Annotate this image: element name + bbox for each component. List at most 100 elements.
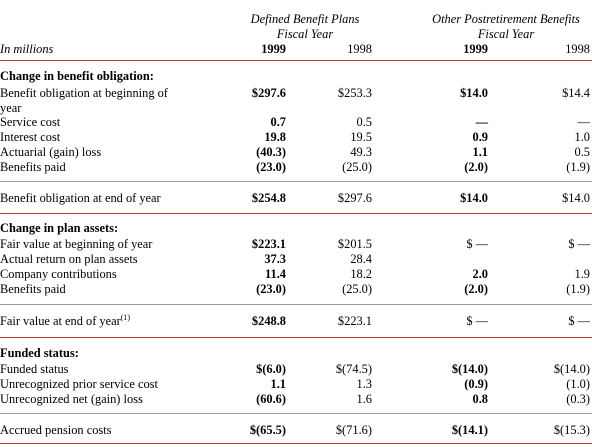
row-label: Actuarial (gain) loss <box>0 145 102 159</box>
cell-db-1998: (25.0) <box>342 282 372 296</box>
cell-opb-1999: 0.8 <box>472 392 489 406</box>
table-row-bo-end: Benefit obligation at end of year $254.8… <box>0 191 592 206</box>
cell-opb-1998: (1.0) <box>566 377 590 391</box>
cell-opb-1999: (0.9) <box>464 377 488 391</box>
cell-db-1999: $297.6 <box>251 86 286 100</box>
group-header-defined-benefit: Defined Benefit Plans <box>250 12 360 26</box>
cell-opb-1998: $(14.0) <box>553 362 590 376</box>
cell-db-1998: 49.3 <box>350 145 372 159</box>
cell-db-1998: 1.6 <box>356 392 373 406</box>
cell-db-1998: (25.0) <box>342 160 372 174</box>
cell-opb-1999: $(14.0) <box>451 362 488 376</box>
cell-db-1999: (40.3) <box>256 145 286 159</box>
cell-opb-1998: $(15.3) <box>553 423 590 437</box>
subtotal-rule <box>0 304 592 305</box>
cell-opb-1999: $ — <box>466 314 488 328</box>
cell-db-1998: $(71.6) <box>335 423 372 437</box>
row-label: Fair value at beginning of year <box>0 237 153 251</box>
cell-opb-1998: 1.9 <box>574 267 591 281</box>
table-row-contributions: Company contributions 11.4 18.2 2.0 1.9 <box>0 267 592 282</box>
table-row-benefits-paid-obligation: Benefits paid (23.0) (25.0) (2.0) (1.9) <box>0 160 592 175</box>
row-label: Company contributions <box>0 267 117 281</box>
cell-db-1999: 19.8 <box>264 130 286 144</box>
cell-db-1998: $(74.5) <box>335 362 372 376</box>
year-1999-col1: 1999 <box>261 42 286 56</box>
cell-db-1999: 1.1 <box>270 377 287 391</box>
table-row-prior-service: Unrecognized prior service cost 1.1 1.3 … <box>0 377 592 392</box>
section-title-funded: Funded status: <box>0 346 592 361</box>
cell-opb-1999: (2.0) <box>464 160 488 174</box>
cell-db-1999: $248.8 <box>251 314 286 328</box>
table-row-actuarial: Actuarial (gain) loss (40.3) 49.3 1.1 0.… <box>0 145 592 160</box>
cell-opb-1999: 0.9 <box>472 130 489 144</box>
row-label: Interest cost <box>0 130 61 144</box>
cell-db-1999: $223.1 <box>251 237 286 251</box>
cell-db-1998: 28.4 <box>350 252 372 266</box>
cell-opb-1999: 1.1 <box>472 145 489 159</box>
cell-opb-1998: $14.0 <box>562 191 590 205</box>
row-label: Benefit obligation at beginning of year <box>0 86 168 115</box>
table-row-funded: Funded status $(6.0) $(74.5) $(14.0) $(1… <box>0 362 592 377</box>
table-row-interest: Interest cost 19.8 19.5 0.9 1.0 <box>0 130 592 145</box>
cell-opb-1999: $14.0 <box>460 86 488 100</box>
section-rule <box>0 213 592 214</box>
cell-db-1998: 18.2 <box>350 267 372 281</box>
cell-db-1998: 19.5 <box>350 130 372 144</box>
cell-db-1998: 0.5 <box>356 115 373 129</box>
row-label: Actual return on plan assets <box>0 252 138 266</box>
cell-opb-1999: $ — <box>466 237 488 251</box>
table-row-accrued: Accrued pension costs $(65.5) $(71.6) $(… <box>0 423 592 438</box>
table-row-net-loss: Unrecognized net (gain) loss (60.6) 1.6 … <box>0 392 592 407</box>
cell-opb-1998: $14.4 <box>562 86 590 100</box>
cell-opb-1998: (1.9) <box>566 160 590 174</box>
table-row-fv-begin: Fair value at beginning of year $223.1 $… <box>0 237 592 252</box>
footnote-marker: (1) <box>120 313 131 322</box>
cell-opb-1999: 2.0 <box>472 267 489 281</box>
row-label: Benefits paid <box>0 160 66 174</box>
cell-db-1999: 11.4 <box>265 267 286 281</box>
cell-db-1999: (60.6) <box>256 392 286 406</box>
cell-db-1999: $(6.0) <box>256 362 286 376</box>
cell-db-1998: 1.3 <box>356 377 373 391</box>
cell-db-1999: 37.3 <box>264 252 286 266</box>
row-label: Fair value at end of year(1) <box>0 313 131 329</box>
year-1999-col3: 1999 <box>463 42 488 56</box>
row-label: Unrecognized prior service cost <box>0 377 158 391</box>
cell-db-1999: $254.8 <box>251 191 286 205</box>
cell-db-1999: 0.7 <box>270 115 287 129</box>
year-1998-col2: 1998 <box>347 42 372 56</box>
section-rule <box>0 337 592 338</box>
section-title-assets: Change in plan assets: <box>0 221 592 236</box>
table-row-return: Actual return on plan assets 37.3 28.4 <box>0 252 592 267</box>
cell-opb-1998: 0.5 <box>574 145 591 159</box>
cell-db-1998: $253.3 <box>337 86 372 100</box>
cell-opb-1998: (0.3) <box>566 392 590 406</box>
table-row-fv-end: Fair value at end of year(1) $248.8 $223… <box>0 314 592 329</box>
cell-opb-1998: — <box>577 115 590 129</box>
units-label: In millions <box>0 42 54 56</box>
cell-db-1999: $(65.5) <box>249 423 286 437</box>
cell-opb-1999: $14.0 <box>460 191 488 205</box>
section-title-obligation: Change in benefit obligation: <box>0 69 592 84</box>
table-row-benefits-paid-assets: Benefits paid (23.0) (25.0) (2.0) (1.9) <box>0 282 592 297</box>
header-rule <box>0 60 592 61</box>
row-label: Funded status <box>0 362 69 376</box>
cell-db-1998: $223.1 <box>337 314 372 328</box>
cell-db-1998: $297.6 <box>337 191 372 205</box>
row-label: Accrued pension costs <box>0 423 112 437</box>
cell-opb-1998: (1.9) <box>566 282 590 296</box>
section-label: Funded status: <box>0 346 79 360</box>
table-row-service: Service cost 0.7 0.5 — — <box>0 115 592 130</box>
row-label: Service cost <box>0 115 61 129</box>
section-label: Change in plan assets: <box>0 221 119 235</box>
subtotal-rule <box>0 181 592 182</box>
cell-opb-1998: $ — <box>568 314 590 328</box>
section-label: Change in benefit obligation: <box>0 69 154 83</box>
table-row-bo-begin: Benefit obligation at beginning of year … <box>0 86 592 116</box>
bottom-rule <box>0 443 592 444</box>
cell-opb-1999: — <box>475 115 488 129</box>
cell-db-1998: $201.5 <box>337 237 372 251</box>
cell-opb-1998: 1.0 <box>574 130 591 144</box>
row-label: Benefits paid <box>0 282 66 296</box>
row-label: Unrecognized net (gain) loss <box>0 392 143 406</box>
